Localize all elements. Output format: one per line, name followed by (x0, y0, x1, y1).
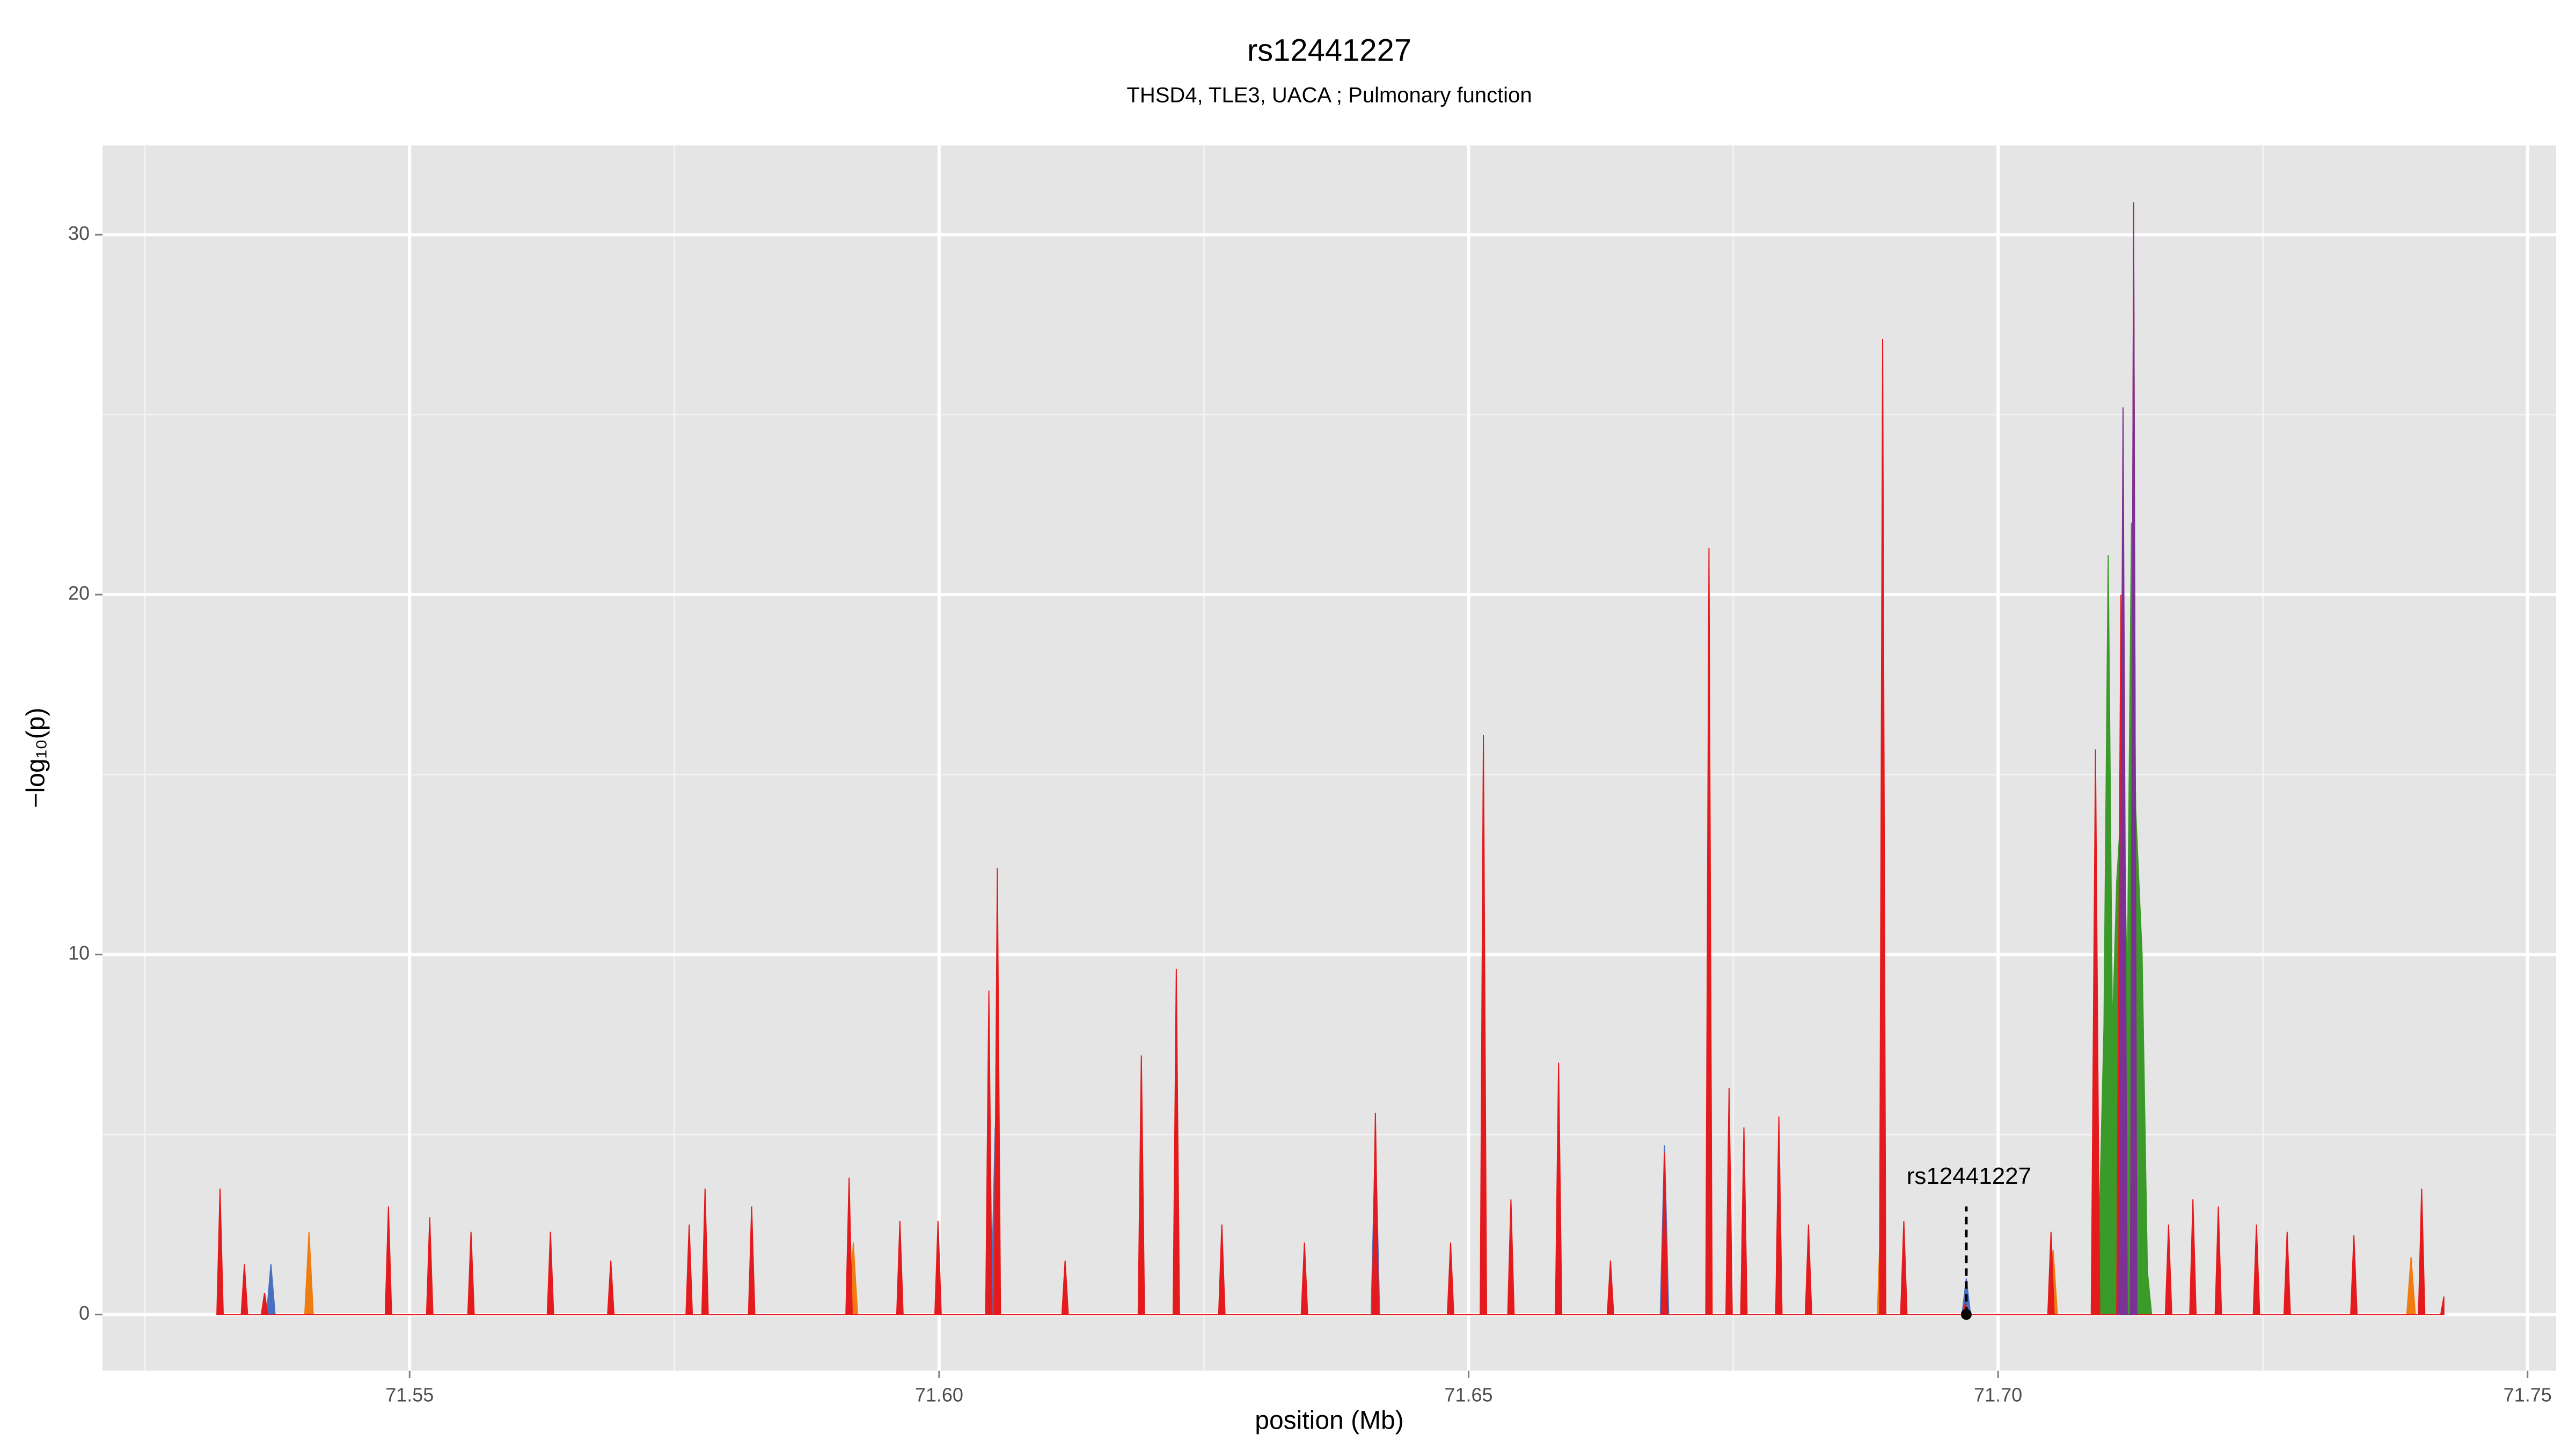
area (216, 206, 2445, 1315)
area (2118, 202, 2138, 1315)
annotation-point (1960, 1309, 1972, 1320)
y-tick-label: 30 (68, 222, 90, 244)
x-axis-label: position (Mb) (1255, 1407, 1403, 1435)
chart-title: rs12441227 (1247, 33, 1411, 68)
x-tick-label: 71.70 (1974, 1384, 2022, 1406)
y-tick-label: 0 (79, 1302, 90, 1324)
y-tick-label: 10 (68, 942, 90, 964)
plot-panel (103, 145, 2556, 1371)
x-tick-label: 71.60 (915, 1384, 963, 1406)
annotation-label: rs12441227 (1907, 1163, 2031, 1189)
y-tick-label: 20 (68, 582, 90, 604)
plot-marks (216, 202, 2445, 1315)
x-tick-label: 71.55 (385, 1384, 434, 1406)
chart-subtitle: THSD4, TLE3, UACA ; Pulmonary function (1126, 84, 1532, 107)
y-axis-label: −log₁₀(p) (22, 708, 50, 808)
x-tick-label: 71.75 (2504, 1384, 2552, 1406)
x-tick-label: 71.65 (1444, 1384, 1492, 1406)
